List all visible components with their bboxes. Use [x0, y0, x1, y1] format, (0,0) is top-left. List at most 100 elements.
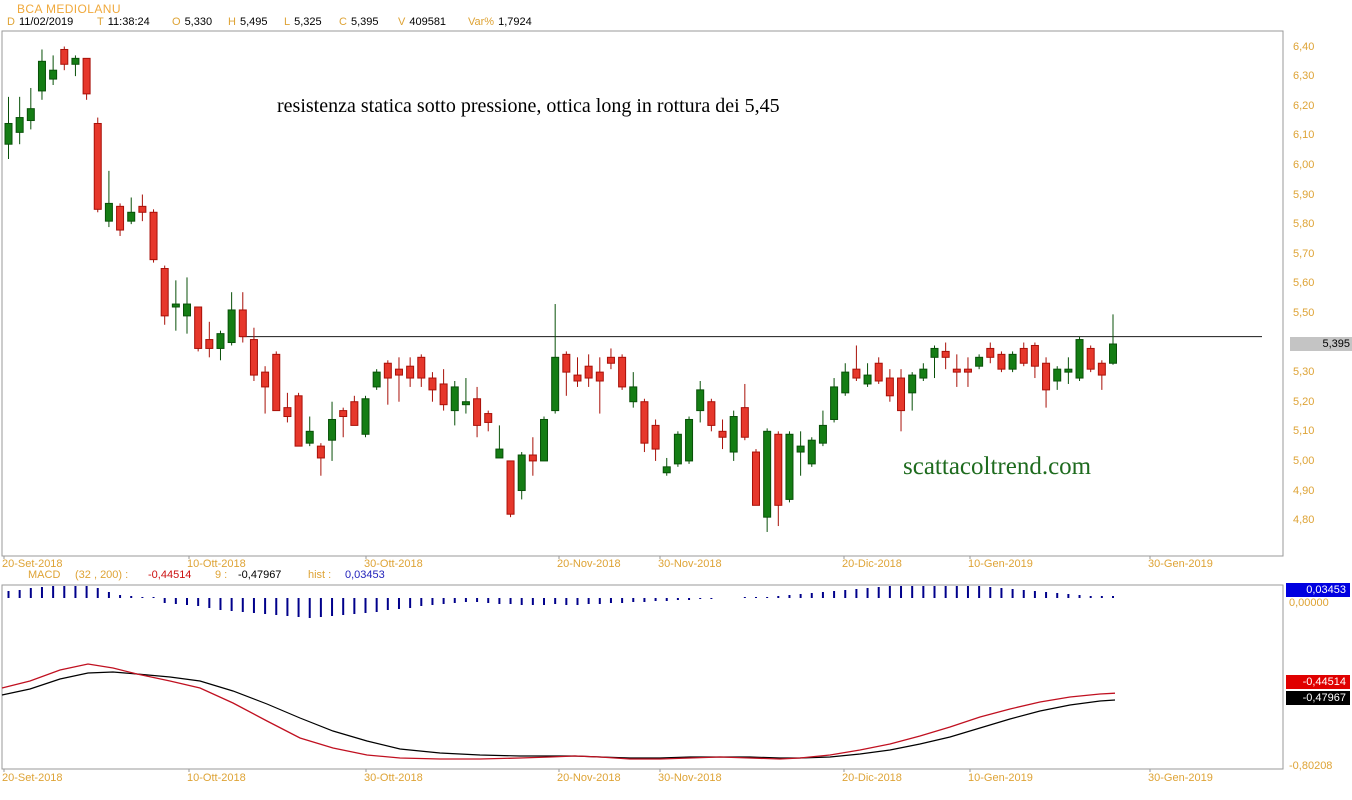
candle-body [595, 371, 604, 382]
price-axis-label: 5,20 [1293, 395, 1315, 408]
quote-field-d: D 11/02/2019 [7, 16, 74, 28]
candle-body [4, 122, 13, 145]
candle-body [841, 371, 850, 394]
candle-body [127, 211, 136, 222]
candle-body [138, 205, 147, 213]
candle-body [718, 430, 727, 438]
price-axis-label: 5,50 [1293, 306, 1315, 319]
candle-body [629, 386, 638, 403]
candle-body [473, 398, 482, 426]
candle-body [316, 445, 325, 459]
candle-body [517, 454, 526, 492]
candle-body [383, 362, 392, 379]
date-axis-label-macd: 30-Gen-2019 [1148, 772, 1213, 784]
candle-body [740, 407, 749, 438]
candle-body [908, 374, 917, 394]
candle-body [540, 418, 549, 462]
candle-body [361, 398, 370, 435]
quote-field-c: C 5,395 [339, 16, 379, 28]
macd-panel-frame [1, 584, 1284, 770]
candle-body [785, 433, 794, 500]
candle-body [194, 306, 203, 349]
candle-body [1008, 353, 1017, 370]
candle-body [1053, 368, 1062, 382]
candle-body [807, 439, 816, 465]
candle-body [406, 365, 415, 379]
candle-body [1019, 347, 1028, 364]
candle-body [662, 466, 671, 474]
macd-legend-item: 0,03453 [345, 569, 385, 581]
date-axis-label-macd: 10-Gen-2019 [968, 772, 1033, 784]
candle-body [930, 347, 939, 358]
analyst-annotation: resistenza statica sotto pressione, otti… [277, 95, 780, 117]
date-axis-label-macd: 20-Set-2018 [2, 772, 63, 784]
candle-body [763, 430, 772, 518]
candle-body [1086, 347, 1095, 370]
macd-legend-item: -0,44514 [148, 569, 192, 581]
candle-body [1030, 344, 1039, 367]
price-axis-label: 5,60 [1293, 277, 1315, 290]
candle-body [673, 433, 682, 465]
candle-body [183, 303, 192, 317]
price-axis-label: 5,10 [1293, 425, 1315, 438]
candle-body [82, 57, 91, 95]
candle-body [26, 108, 35, 122]
candle-body [450, 386, 459, 412]
price-axis-label: 5,00 [1293, 454, 1315, 467]
candle-body [897, 377, 906, 412]
quote-field-h: H 5,495 [228, 16, 268, 28]
macd-legend-item: hist : [308, 569, 332, 581]
candle-body [528, 454, 537, 462]
candle-body [205, 339, 214, 349]
candle-body [830, 386, 839, 420]
candle-body [863, 374, 872, 385]
macd-hist-value-tag: 0,03453 [1286, 583, 1350, 597]
price-panel-frame [1, 30, 1284, 557]
symbol-title: BCA MEDIOLANU [17, 2, 121, 16]
candle-body [1075, 339, 1084, 379]
candle-body [986, 347, 995, 358]
candle-body [919, 368, 928, 379]
candle-body [283, 407, 292, 418]
date-axis-label-macd: 20-Nov-2018 [557, 772, 621, 784]
price-axis-label: 6,30 [1293, 70, 1315, 83]
watermark-text: scattacoltrend.com [903, 453, 1092, 480]
date-axis-label: 10-Ott-2018 [187, 558, 246, 570]
macd-legend-item: 9 : [215, 569, 228, 581]
candle-body [339, 410, 348, 418]
quote-field-t: T 11:38:24 [97, 16, 150, 28]
candle-body [238, 309, 247, 338]
quote-field-var: Var% 1,7924 [468, 16, 532, 28]
candle-body [160, 268, 169, 317]
candle-body [394, 368, 403, 376]
candle-body [952, 368, 961, 373]
date-axis-label: 20-Nov-2018 [557, 558, 621, 570]
candle-body [294, 395, 303, 447]
candle-body [1097, 362, 1106, 376]
candle-body [751, 451, 760, 506]
date-axis-label: 10-Gen-2019 [968, 558, 1033, 570]
candle-body [272, 353, 281, 412]
candle-body [874, 362, 883, 382]
candle-body [428, 377, 437, 391]
macd-legend-item: -0,47967 [238, 569, 282, 581]
candle-body [461, 401, 470, 406]
price-axis-label: 4,80 [1293, 514, 1315, 527]
candle-body [796, 445, 805, 453]
macd-signal-value-tag: -0,47967 [1286, 691, 1350, 705]
candle-body [729, 416, 738, 453]
candle-body [685, 418, 694, 462]
date-axis-label: 20-Set-2018 [2, 558, 63, 570]
price-axis-label: 6,10 [1293, 129, 1315, 142]
date-axis-label: 20-Dic-2018 [842, 558, 902, 570]
candle-body [818, 424, 827, 444]
candle-body [216, 333, 225, 349]
macd-legend-item: (32 , 200) : [75, 569, 129, 581]
date-axis-label-macd: 30-Ott-2018 [364, 772, 423, 784]
candle-body [15, 117, 24, 133]
candle-body [562, 353, 571, 373]
price-axis-label: 4,90 [1293, 484, 1315, 497]
candle-body [171, 303, 180, 308]
